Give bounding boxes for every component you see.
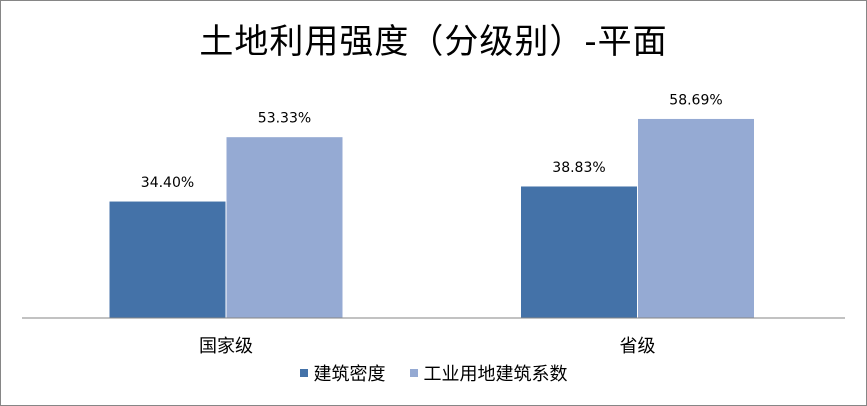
category-label-2: 省级 bbox=[620, 336, 656, 357]
bar-series-2-cat-2 bbox=[637, 117, 755, 319]
data-label-series-1-cat-1: 34.40% bbox=[141, 175, 194, 191]
legend-swatch-series-2 bbox=[409, 369, 418, 377]
bar-series-1-cat-2 bbox=[520, 185, 638, 319]
bar-series-2-cat-1 bbox=[225, 136, 344, 319]
chart-title: 土地利用强度（分级别）-平面 bbox=[199, 22, 668, 62]
legend-item-series-1: 建筑密度 bbox=[299, 360, 386, 386]
legend-label-series-2: 工业用地建筑系数 bbox=[423, 364, 568, 385]
data-label-series-1-cat-2: 38.83% bbox=[552, 160, 605, 176]
category-label-1: 国家级 bbox=[199, 336, 253, 357]
bar-series-1-cat-1 bbox=[108, 200, 227, 319]
chart-legend: 建筑密度 工业用地建筑系数 bbox=[0, 360, 867, 386]
data-label-series-2-cat-1: 53.33% bbox=[258, 111, 311, 127]
data-label-series-2-cat-2: 58.69% bbox=[669, 92, 722, 108]
legend-swatch-series-1 bbox=[299, 369, 308, 377]
legend-item-series-2: 工业用地建筑系数 bbox=[409, 360, 568, 386]
legend-label-series-1: 建筑密度 bbox=[313, 364, 386, 385]
